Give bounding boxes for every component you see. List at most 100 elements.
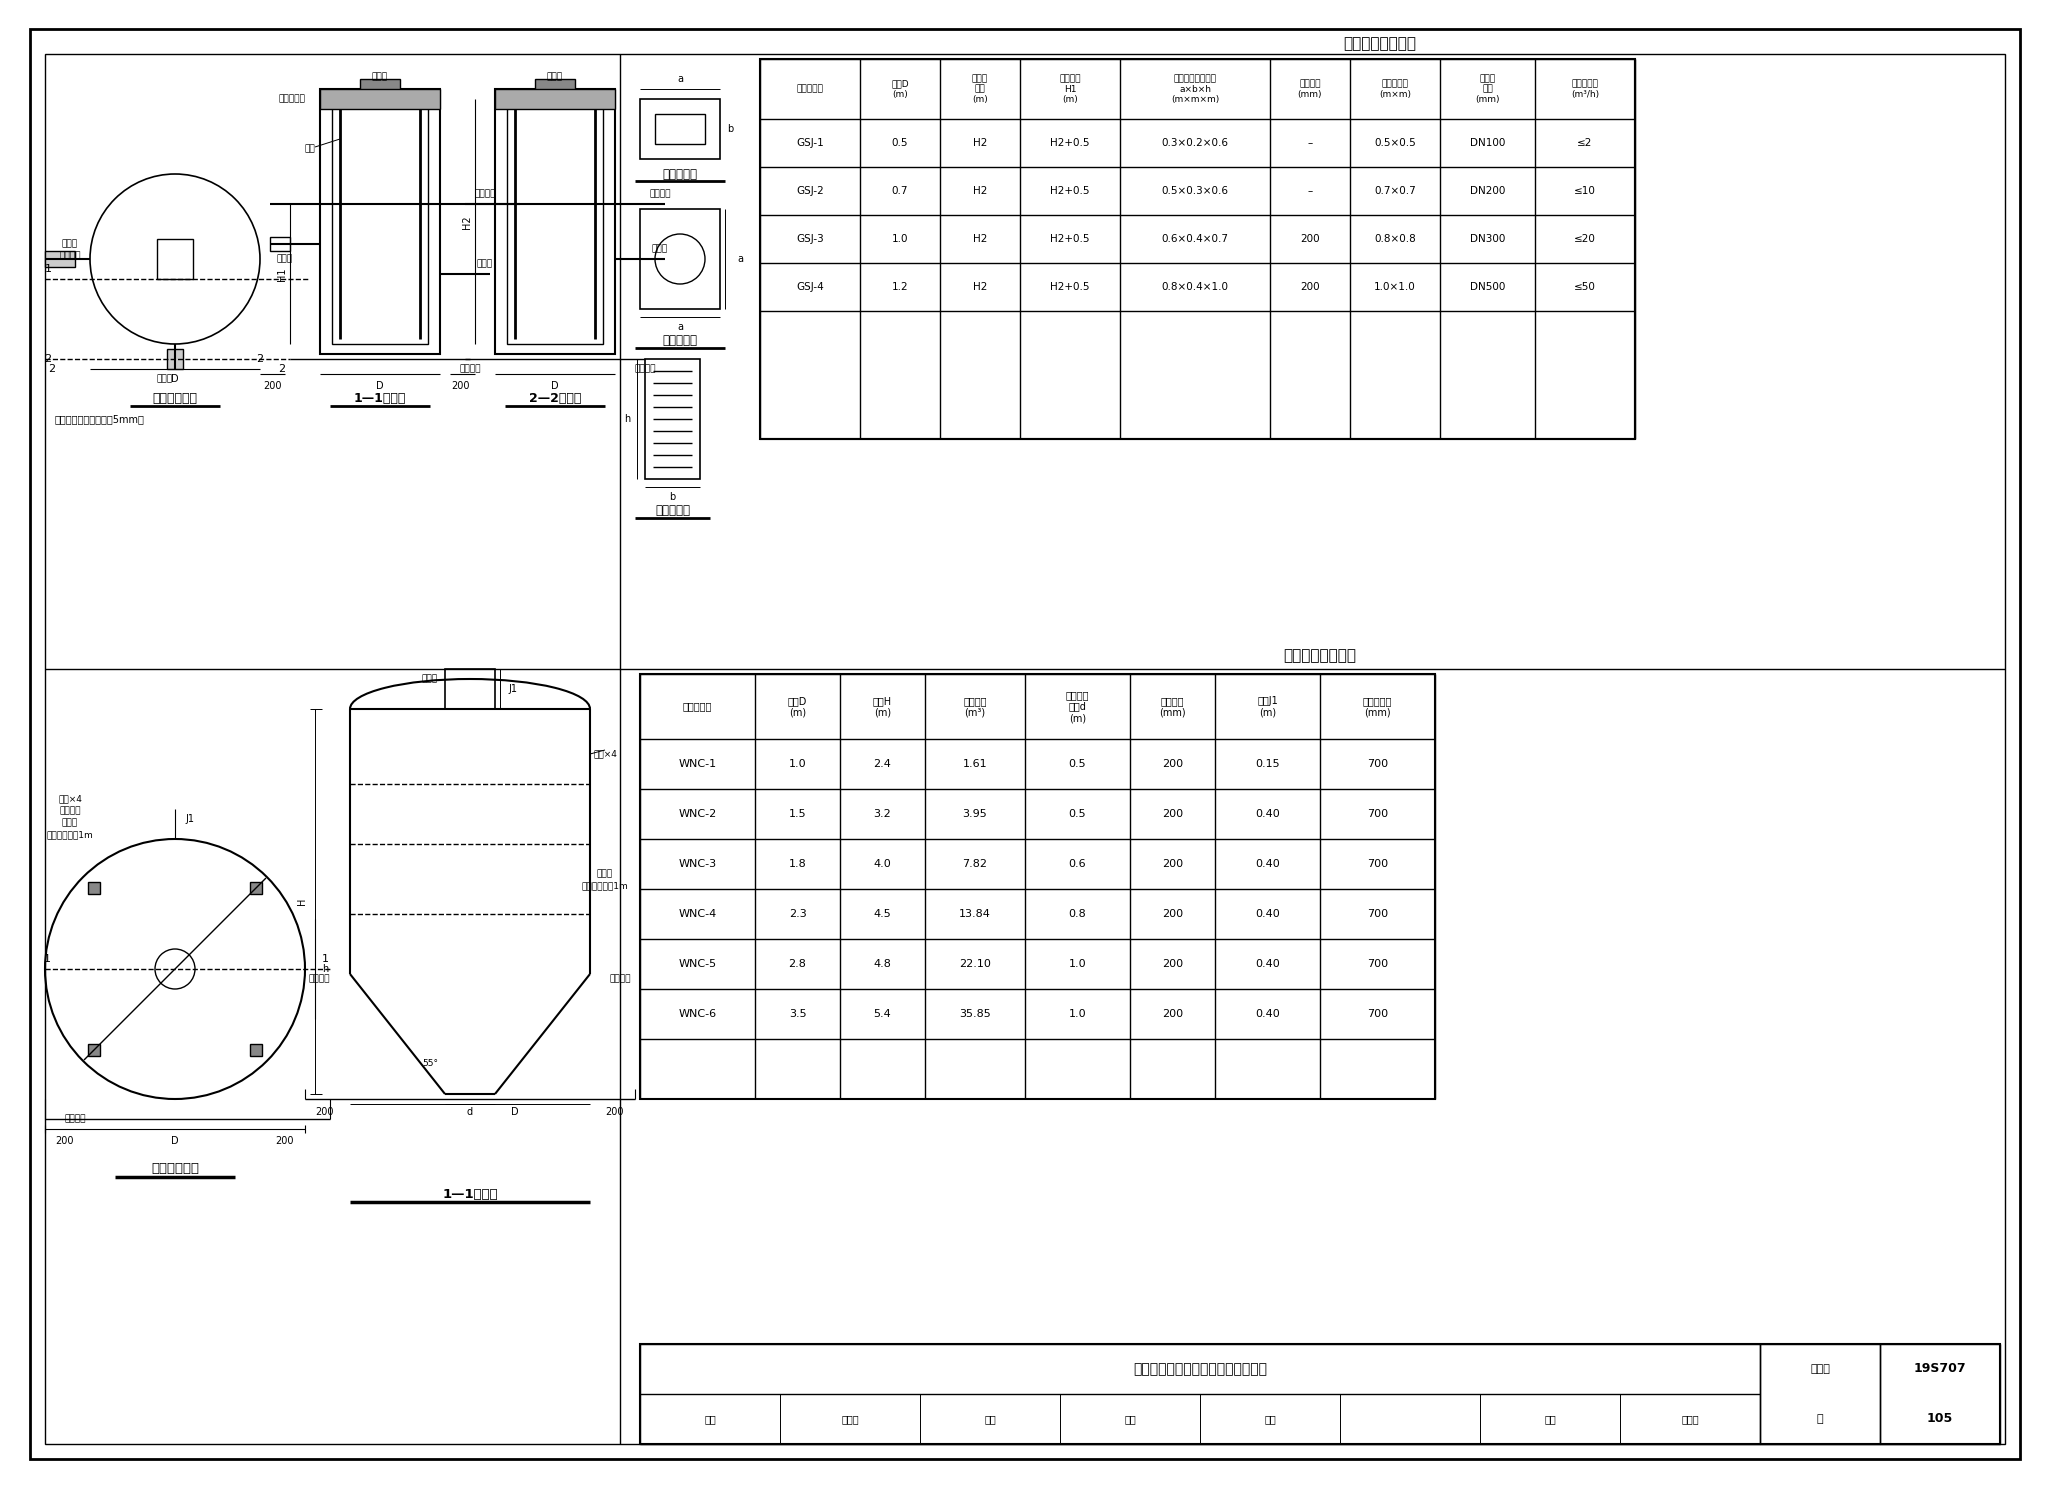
- Text: 注：装篮格栅槽条间距5mm。: 注：装篮格栅槽条间距5mm。: [55, 414, 145, 424]
- Text: 3.95: 3.95: [963, 809, 987, 819]
- Text: ≤20: ≤20: [1575, 234, 1595, 244]
- Text: H2+0.5: H2+0.5: [1051, 281, 1090, 292]
- Text: –: –: [1307, 186, 1313, 197]
- Text: 吊装孔: 吊装孔: [547, 73, 563, 82]
- Text: 1—1剖面图: 1—1剖面图: [442, 1188, 498, 1200]
- Text: DN100: DN100: [1470, 138, 1505, 147]
- Text: 进水管: 进水管: [61, 240, 78, 249]
- Bar: [168, 348, 182, 369]
- Text: 19S707: 19S707: [1913, 1362, 1966, 1376]
- Text: 105: 105: [1927, 1413, 1954, 1425]
- Text: 2.3: 2.3: [788, 908, 807, 919]
- Text: WNC-6: WNC-6: [678, 1010, 717, 1018]
- Text: 200: 200: [1300, 281, 1319, 292]
- Text: 页: 页: [1817, 1415, 1823, 1423]
- Bar: [496, 89, 614, 354]
- Text: 700: 700: [1366, 1010, 1389, 1018]
- Text: 0.15: 0.15: [1255, 759, 1280, 768]
- Text: 1.0: 1.0: [891, 234, 907, 244]
- Bar: [250, 1044, 262, 1056]
- Bar: [1759, 1345, 1880, 1444]
- Text: 0.6×0.4×0.7: 0.6×0.4×0.7: [1161, 234, 1229, 244]
- Bar: [639, 1345, 2001, 1444]
- Text: 底板外沿
(mm): 底板外沿 (mm): [1298, 79, 1323, 98]
- Text: 进水管: 进水管: [276, 255, 293, 264]
- Text: 绘图: 绘图: [1264, 1415, 1276, 1423]
- Text: 700: 700: [1366, 908, 1389, 919]
- Text: 底板外沿: 底板外沿: [635, 365, 655, 374]
- Text: 基础埋深
H1
(m): 基础埋深 H1 (m): [1059, 74, 1081, 104]
- Text: 0.8×0.4×1.0: 0.8×0.4×1.0: [1161, 281, 1229, 292]
- Text: 2.4: 2.4: [874, 759, 891, 768]
- Text: D: D: [512, 1106, 518, 1117]
- Text: 4.5: 4.5: [874, 908, 891, 919]
- Text: 污泥池规格尺寸表: 污泥池规格尺寸表: [1284, 649, 1356, 664]
- Text: 1.5: 1.5: [788, 809, 807, 819]
- Text: 200: 200: [1161, 1010, 1184, 1018]
- Text: 200: 200: [1161, 809, 1184, 819]
- Text: H2: H2: [973, 186, 987, 197]
- Text: H2+0.5: H2+0.5: [1051, 186, 1090, 197]
- Text: 底板外沿: 底板外沿: [459, 365, 481, 374]
- Text: a: a: [678, 322, 682, 332]
- Text: 检查井直径
(mm): 检查井直径 (mm): [1362, 695, 1393, 718]
- Text: D: D: [172, 1136, 178, 1147]
- Text: H2: H2: [973, 281, 987, 292]
- Text: 0.3×0.2×0.6: 0.3×0.2×0.6: [1161, 138, 1229, 147]
- Text: h: h: [322, 963, 328, 974]
- Bar: [639, 208, 721, 310]
- Text: 导轨: 导轨: [305, 144, 315, 153]
- Bar: [270, 237, 291, 252]
- Text: a: a: [737, 255, 743, 264]
- Text: 图集号: 图集号: [1810, 1364, 1831, 1374]
- Text: H2: H2: [973, 234, 987, 244]
- Text: 污泥池平面图: 污泥池平面图: [152, 1163, 199, 1175]
- Bar: [639, 98, 721, 159]
- Text: a: a: [678, 74, 682, 83]
- Text: 200: 200: [315, 1106, 334, 1117]
- Text: 200: 200: [1161, 908, 1184, 919]
- Text: 35.85: 35.85: [958, 1010, 991, 1018]
- Text: 0.6: 0.6: [1069, 859, 1085, 870]
- Text: 13.84: 13.84: [958, 908, 991, 919]
- Text: 进水管
管径
(mm): 进水管 管径 (mm): [1475, 74, 1499, 104]
- Text: b: b: [670, 491, 676, 502]
- Text: 3.2: 3.2: [874, 809, 891, 819]
- Text: 吊装口尺寸
(m×m): 吊装口尺寸 (m×m): [1378, 79, 1411, 98]
- Text: D: D: [172, 374, 178, 384]
- Text: 加强箍: 加强箍: [61, 819, 78, 828]
- Text: 200: 200: [55, 1136, 74, 1147]
- Text: 200: 200: [1161, 859, 1184, 870]
- Text: WNC-3: WNC-3: [678, 859, 717, 870]
- Text: 2.8: 2.8: [788, 959, 807, 969]
- Text: J1: J1: [186, 814, 195, 823]
- Text: GSJ-4: GSJ-4: [797, 281, 823, 292]
- Text: 篮筐格栅: 篮筐格栅: [59, 252, 80, 261]
- Text: ≤10: ≤10: [1575, 186, 1595, 197]
- Text: 1.61: 1.61: [963, 759, 987, 768]
- Text: 700: 700: [1366, 959, 1389, 969]
- Bar: [535, 79, 575, 98]
- Text: J1: J1: [508, 683, 518, 694]
- Text: 格栅井、污泥池平、剖面图及选型表: 格栅井、污泥池平、剖面图及选型表: [1133, 1362, 1268, 1376]
- Text: 200: 200: [606, 1106, 625, 1117]
- Text: 高度H
(m): 高度H (m): [872, 695, 893, 718]
- Text: DN300: DN300: [1470, 234, 1505, 244]
- Text: 3.5: 3.5: [788, 1010, 807, 1018]
- Text: 2: 2: [256, 354, 264, 363]
- Text: 吊装孔: 吊装孔: [373, 73, 387, 82]
- Bar: [45, 252, 76, 267]
- Text: H2: H2: [463, 216, 471, 229]
- Text: b: b: [727, 124, 733, 134]
- Text: 0.40: 0.40: [1255, 1010, 1280, 1018]
- Text: 1: 1: [45, 264, 51, 274]
- Text: 栾鹏: 栾鹏: [1124, 1415, 1137, 1423]
- Text: 底板外沿
(mm): 底板外沿 (mm): [1159, 695, 1186, 718]
- Text: 距离J1
(m): 距离J1 (m): [1257, 695, 1278, 718]
- Text: 0.40: 0.40: [1255, 908, 1280, 919]
- Text: 7.82: 7.82: [963, 859, 987, 870]
- Text: 吊耳×4: 吊耳×4: [594, 749, 616, 758]
- Text: WNC-5: WNC-5: [678, 959, 717, 969]
- Text: D: D: [377, 381, 383, 392]
- Text: WNC-2: WNC-2: [678, 809, 717, 819]
